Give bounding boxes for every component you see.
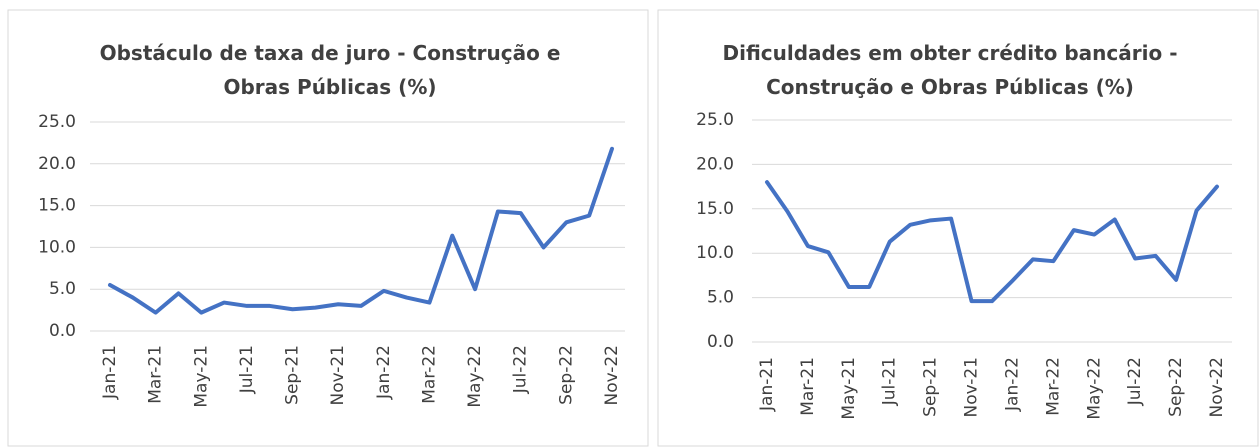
y-tick-label: 15.0 [696, 199, 734, 219]
x-tick-label: Sep-21 [921, 357, 941, 417]
chart-title: Obstáculo de taxa de juro - Construção e… [99, 41, 561, 99]
y-tick-label: 10.0 [38, 237, 76, 257]
x-tick-label: May-22 [465, 345, 485, 408]
x-tick-label: Jul-22 [1125, 357, 1145, 406]
x-tick-label: Jul-22 [511, 345, 531, 394]
chart-title: Dificuldades em obter crédito bancário -… [722, 41, 1178, 99]
panel-border [7, 9, 649, 447]
y-tick-label: 20.0 [696, 154, 734, 174]
x-tick-label: Nov-21 [328, 345, 348, 406]
x-tick-label: May-22 [1084, 357, 1104, 420]
data-line [765, 180, 1219, 304]
y-tick-label: 5.0 [49, 279, 76, 299]
x-tick-label: Sep-21 [283, 345, 303, 405]
x-tick-label: Jan-22 [374, 345, 394, 400]
x-tick-label: Sep-22 [1166, 357, 1186, 417]
y-tick-label: 20.0 [38, 154, 76, 174]
x-tick-label: Jan-22 [1002, 357, 1022, 412]
x-tick-label: Mar-22 [1043, 357, 1063, 416]
y-tick-label: 15.0 [38, 196, 76, 216]
x-tick-label: Mar-21 [798, 357, 818, 416]
y-tick-label: 5.0 [707, 288, 734, 308]
y-tick-label: 0.0 [49, 321, 76, 341]
y-tick-label: 25.0 [38, 112, 76, 132]
x-tick-label: Jan-21 [757, 357, 777, 412]
data-line [108, 146, 614, 315]
x-tick-label: Mar-21 [146, 345, 166, 404]
x-tick-label: May-21 [191, 345, 211, 408]
x-tick-label: Nov-22 [602, 345, 622, 406]
panel-border [657, 9, 1259, 447]
x-tick-label: Jan-21 [100, 345, 120, 400]
x-tick-label: May-21 [839, 357, 859, 420]
y-tick-label: 0.0 [707, 332, 734, 352]
x-tick-label: Nov-22 [1207, 357, 1227, 418]
x-tick-label: Nov-21 [962, 357, 982, 418]
x-tick-label: Jul-21 [880, 357, 900, 406]
y-tick-label: 25.0 [696, 110, 734, 130]
x-tick-label: Jul-21 [237, 345, 257, 394]
x-tick-label: Sep-22 [556, 345, 576, 405]
x-tick-label: Mar-22 [419, 345, 439, 404]
y-tick-label: 10.0 [696, 243, 734, 263]
